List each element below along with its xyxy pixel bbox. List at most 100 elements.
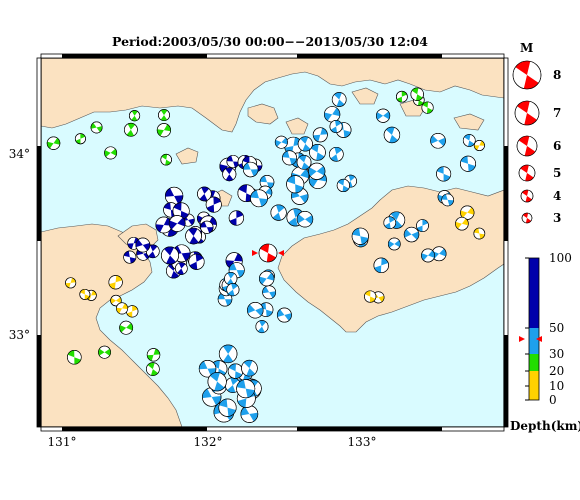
focal-mechanism [276, 307, 292, 323]
magnitude-legend-ball [520, 189, 534, 203]
land-island [175, 147, 199, 165]
focal-mechanism [98, 345, 111, 359]
focal-mechanism [104, 146, 118, 160]
focal-mechanism [259, 174, 275, 190]
magnitude-legend-ball [512, 60, 542, 90]
focal-mechanism [262, 285, 277, 300]
focal-mechanism [441, 193, 454, 207]
x-tick-label: 131° [48, 435, 77, 449]
focal-mechanism [226, 154, 240, 169]
land-island [453, 113, 485, 131]
focal-mechanism [396, 90, 408, 103]
focal-mechanism [146, 362, 160, 376]
focal-mechanism [116, 302, 129, 315]
depth-legend: 100 50 30 20 10 0 Depth(km) [510, 251, 580, 433]
focal-mechanism [67, 349, 82, 365]
focal-mechanism [460, 155, 476, 172]
focal-mechanism [383, 126, 401, 144]
focal-mechanism [309, 143, 326, 161]
focal-mechanism [274, 135, 288, 149]
magnitude-legend-label: 4 [553, 189, 561, 203]
magnitude-legend-ball [521, 212, 533, 224]
focal-mechanism [328, 146, 344, 162]
focal-mechanism [155, 216, 173, 234]
focal-mechanism [158, 109, 170, 122]
focal-mechanism [79, 288, 91, 300]
focal-mechanism [250, 189, 268, 208]
focal-mechanism [242, 161, 259, 178]
focal-mechanism [282, 150, 298, 166]
focal-mechanism [119, 320, 134, 335]
focal-mechanism [351, 227, 369, 245]
focal-mechanism [123, 122, 138, 137]
focal-mechanism [364, 290, 377, 303]
focal-mechanism [218, 398, 237, 417]
focal-mechanism [387, 237, 401, 251]
focal-mechanism [436, 166, 452, 182]
focal-mechanism [185, 227, 202, 245]
focal-mechanism [462, 134, 476, 147]
depth-tick-label: 20 [549, 364, 564, 378]
target-marker-right [278, 250, 284, 256]
focal-mechanisms [46, 87, 486, 423]
focal-mechanism [308, 162, 326, 180]
depth-band-deep [529, 258, 539, 328]
focal-mechanism [373, 257, 389, 274]
magnitude-legend-label: 7 [553, 106, 561, 120]
focal-mechanism [128, 110, 141, 122]
focal-mechanism [175, 262, 188, 275]
focal-mechanism [430, 132, 446, 149]
focal-mechanism [331, 92, 347, 107]
depth-band-mid [529, 328, 539, 354]
land-shikoku [277, 185, 504, 333]
focal-mechanism [126, 305, 139, 318]
focal-mechanism [455, 216, 469, 231]
focal-mechanism [376, 108, 391, 123]
land-island [247, 103, 279, 125]
focal-mechanism [473, 227, 486, 240]
magnitude-legend-label: 3 [553, 211, 561, 225]
depth-marker-left [519, 336, 525, 342]
depth-unit-label: Depth(km) [510, 419, 580, 433]
magnitude-legend: M 8 7 6 5 4 3 [512, 41, 561, 225]
map-area [41, 58, 504, 427]
focal-mechanism [65, 277, 77, 289]
focal-mechanism [110, 294, 122, 307]
focal-mechanism [296, 154, 312, 170]
focal-mechanism [227, 363, 244, 379]
focal-mechanism [168, 215, 186, 232]
focal-mechanism [241, 359, 258, 377]
frame-ticks [36, 53, 509, 432]
depth-tick-label: 10 [549, 379, 564, 393]
focal-mechanism [421, 101, 434, 114]
focal-mechanism [156, 123, 171, 138]
focal-mechanism [296, 210, 314, 228]
focal-mechanism [460, 205, 475, 220]
focal-mechanism [421, 248, 435, 263]
depth-band-0 [529, 386, 539, 400]
focal-mechanism [188, 253, 205, 270]
focal-mechanism [197, 186, 212, 202]
x-tick-label: 132° [194, 435, 223, 449]
focal-mechanism [123, 250, 137, 264]
focal-mechanism [297, 136, 313, 152]
magnitude-legend-ball [518, 164, 536, 182]
depth-tick-label: 100 [549, 251, 572, 265]
target-event [258, 243, 278, 263]
focal-mechanism [312, 127, 328, 143]
focal-mechanism [222, 167, 237, 182]
focal-mechanism [270, 204, 287, 221]
focal-mechanism [207, 372, 227, 392]
focal-mechanism [236, 379, 256, 399]
depth-band-20 [529, 354, 539, 371]
focal-mechanism [226, 283, 240, 297]
focal-mechanism [416, 219, 429, 232]
focal-mechanism [255, 320, 269, 334]
focal-mechanism [286, 175, 305, 194]
focal-mechanism [383, 216, 397, 230]
magnitude-legend-label: 6 [553, 139, 561, 153]
depth-marker-right [536, 336, 542, 342]
focal-mechanism [473, 139, 485, 151]
focal-mechanism [135, 237, 151, 253]
land-kyushu [41, 223, 183, 427]
